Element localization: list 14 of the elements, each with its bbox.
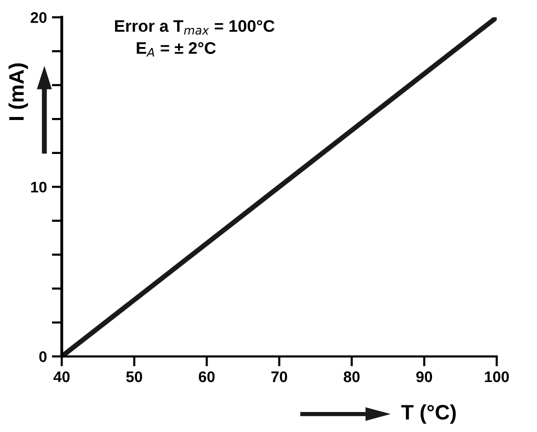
y-tick-label: 10	[31, 182, 47, 193]
x-tick-label: 60	[198, 371, 215, 382]
annotation: Error a T$_{max}$ = 100°C	[115, 20, 274, 35]
x-tick-label: 90	[416, 371, 432, 382]
x-tick-label: 100	[484, 371, 509, 382]
x-tick-label: 80	[344, 371, 360, 382]
x-axis-title: T (°C)	[401, 404, 456, 424]
x-tick-label: 70	[271, 371, 288, 382]
annotation: E$_{A}$ = ± 2°C	[136, 42, 216, 57]
y-tick-label: 20	[30, 12, 47, 23]
y-axis-title: I (mA)	[8, 63, 28, 120]
x-tick-label: 50	[126, 371, 142, 382]
x-tick-label: 40	[53, 371, 70, 382]
y-tick-label: 0	[39, 351, 47, 362]
